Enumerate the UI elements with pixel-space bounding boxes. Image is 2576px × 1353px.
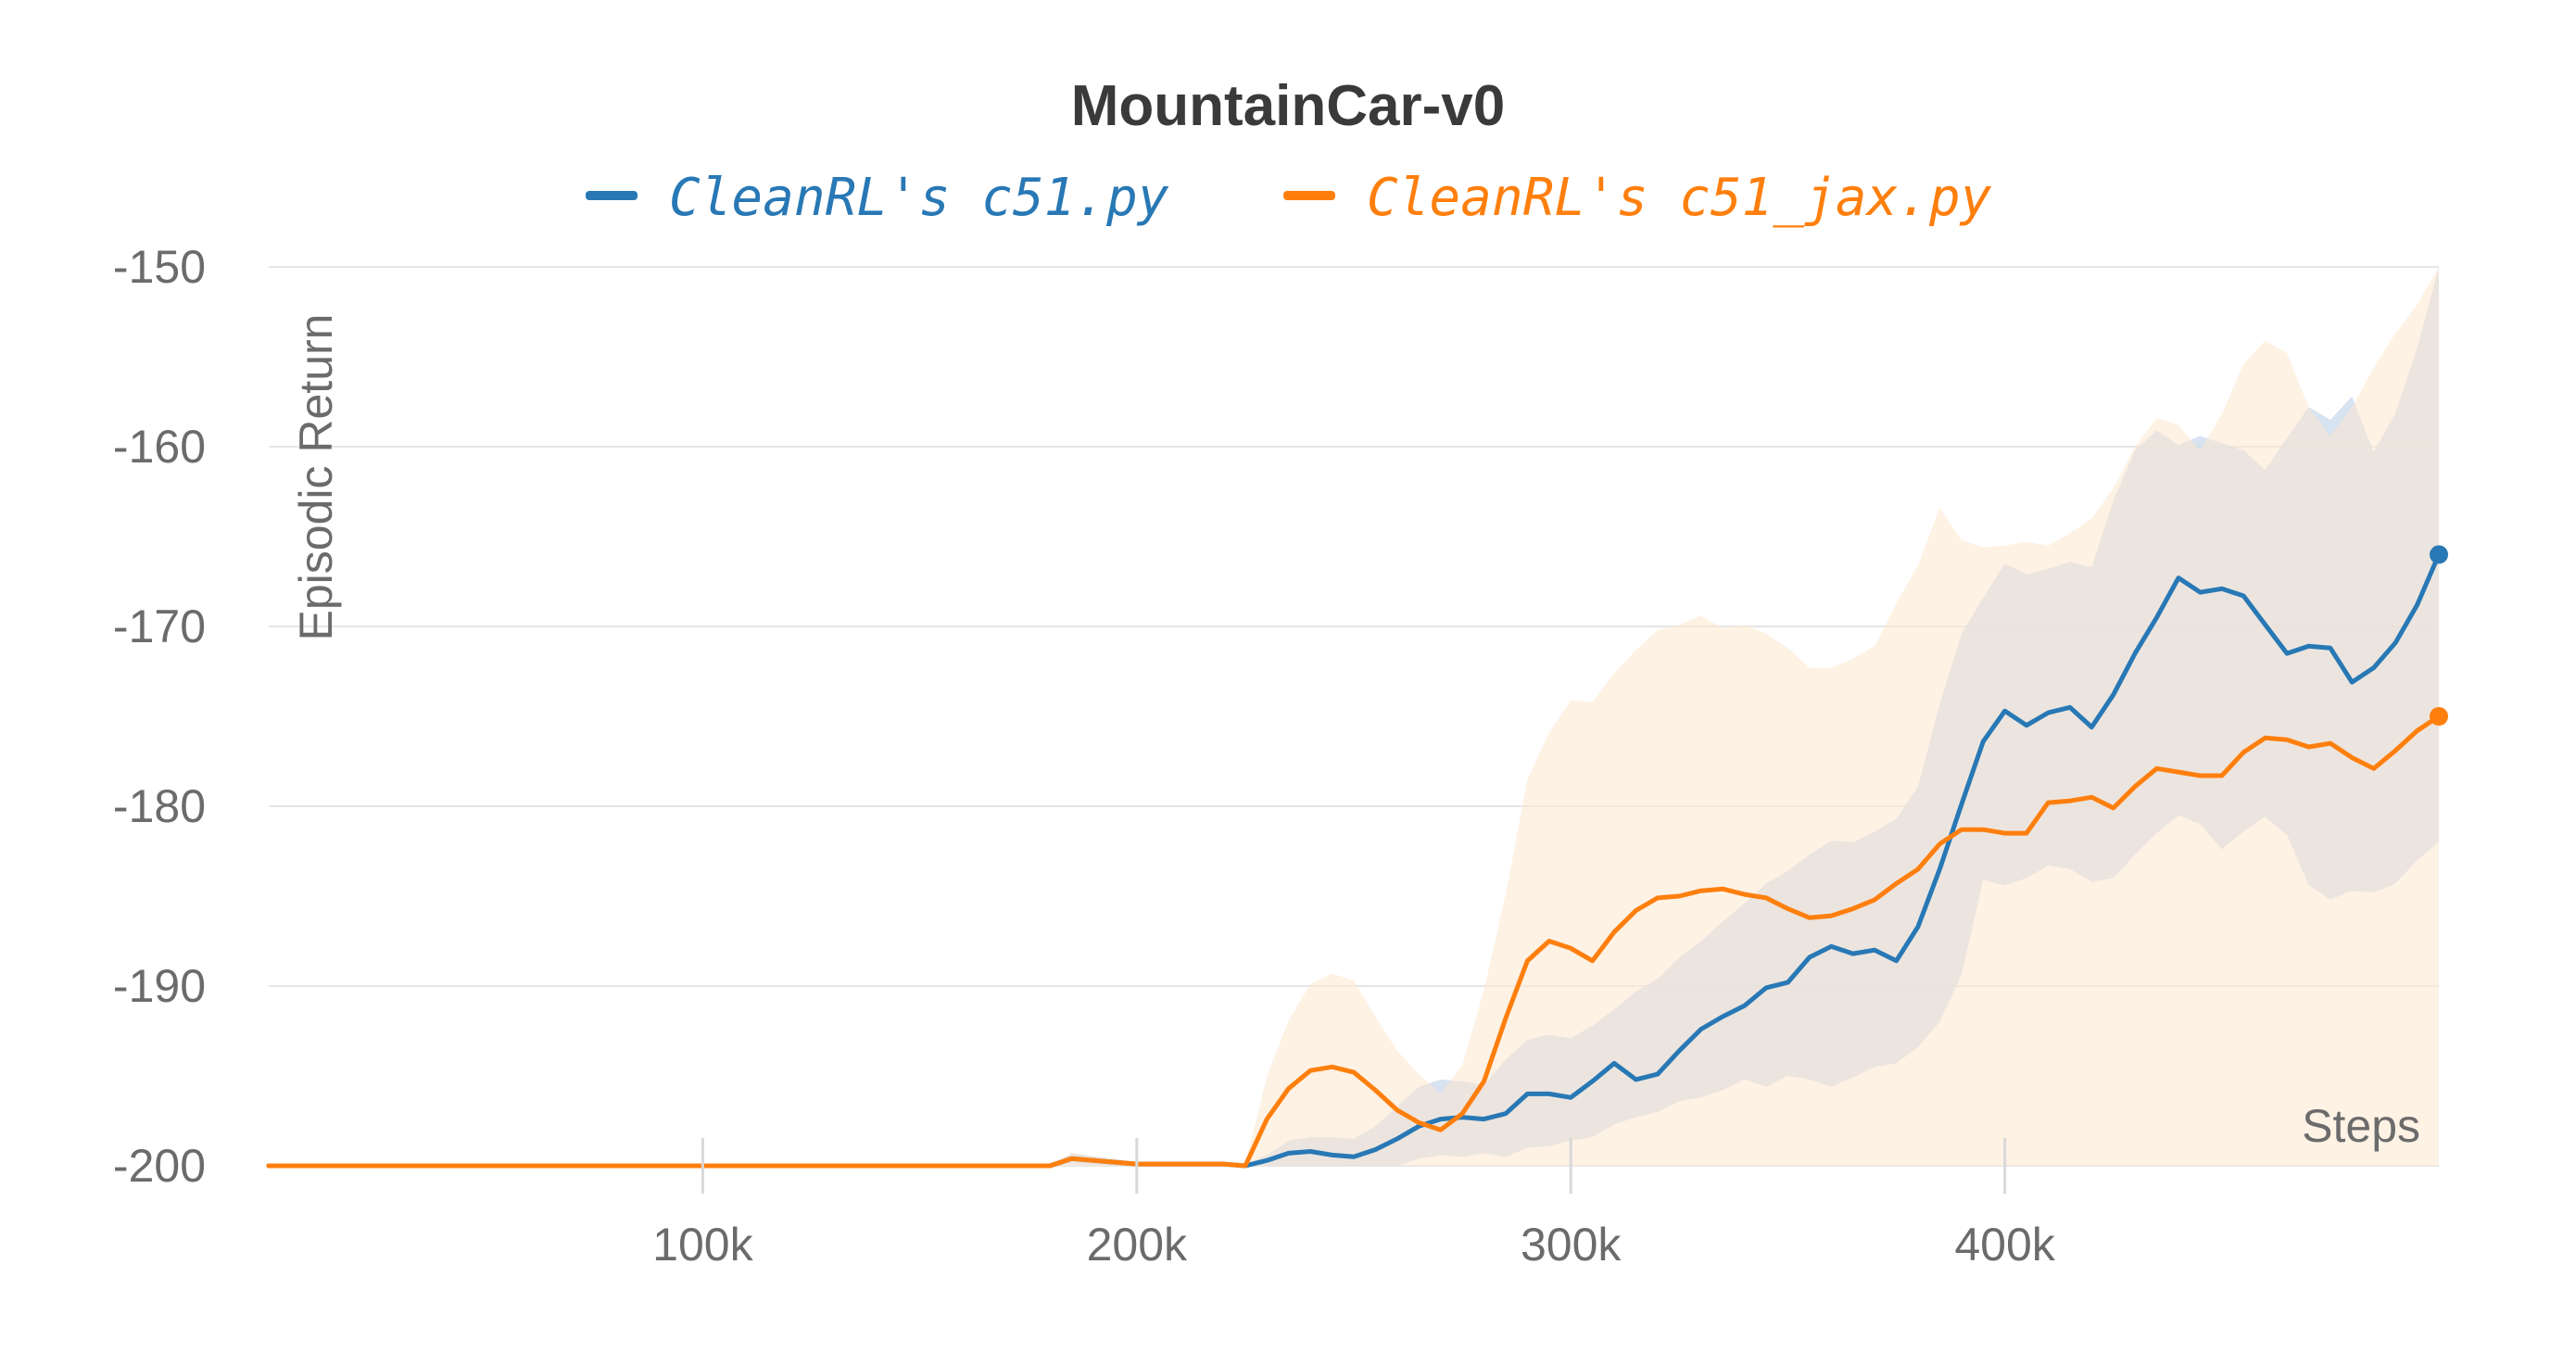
y-tick-label: -170: [113, 601, 206, 652]
x-tick-label: 400k: [1954, 1219, 2055, 1271]
legend: CleanRL's c51.py CleanRL's c51_jax.py: [586, 168, 1992, 228]
x-axis-ticks: 100k 200k 300k 400k: [652, 1138, 2056, 1271]
confidence-bands: [269, 267, 2439, 1166]
legend-label-1: CleanRL's c51.py: [669, 168, 1169, 228]
series-endpoints: [2430, 545, 2448, 726]
y-tick-label: -150: [113, 241, 206, 293]
series-endpoint-2: [2430, 707, 2448, 726]
legend-marker-2: [1283, 191, 1335, 200]
legend-marker-1: [586, 191, 638, 200]
series-lines: [266, 551, 2442, 1169]
x-tick-label: 300k: [1521, 1219, 1622, 1271]
y-tick-label: -180: [113, 780, 206, 832]
chart-title: MountainCar-v0: [1071, 74, 1505, 138]
series-line-1: [266, 551, 2442, 1169]
x-tick-label: 100k: [652, 1219, 753, 1271]
y-tick-label: -200: [113, 1140, 206, 1192]
x-tick-label: 200k: [1087, 1219, 1188, 1271]
series-band-2: [269, 267, 2439, 1166]
series-endpoint-1: [2430, 545, 2448, 564]
y-axis-ticks: -200 -190 -180 -170 -160 -150: [113, 241, 206, 1192]
x-axis-label: Steps: [2302, 1100, 2420, 1152]
y-tick-label: -190: [113, 960, 206, 1012]
legend-label-2: CleanRL's c51_jax.py: [1367, 168, 1992, 228]
y-axis-label: Episodic Return: [290, 314, 342, 641]
series-line-2: [266, 714, 2442, 1169]
y-tick-label: -160: [113, 421, 206, 473]
